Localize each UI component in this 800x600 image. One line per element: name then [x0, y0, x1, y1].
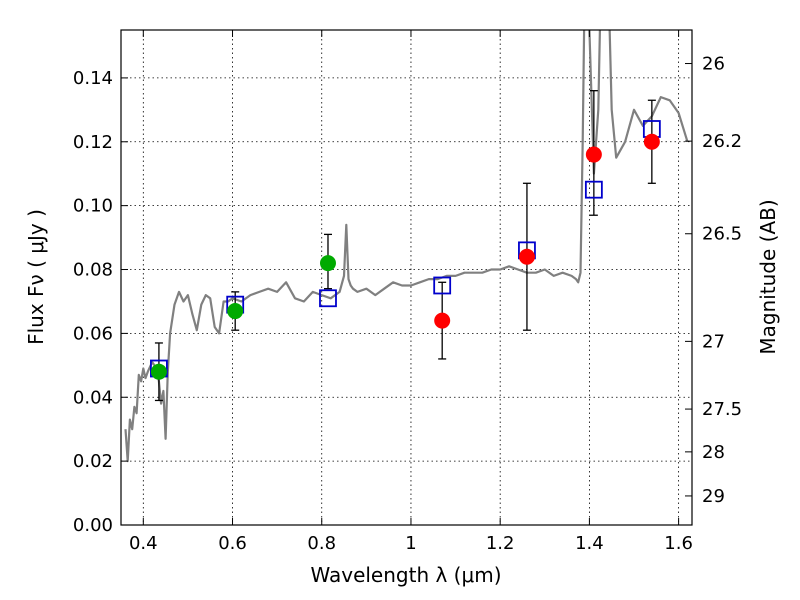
grid	[121, 30, 692, 526]
y-tick-label: 0.12	[73, 132, 113, 153]
x-tick-label: 1.2	[486, 533, 515, 554]
x-tick-label: 0.8	[307, 533, 336, 554]
observed-point	[319, 255, 336, 272]
y2-tick-label: 27.5	[702, 399, 742, 420]
y2-tick-label: 26	[702, 54, 725, 75]
y-tick-label: 0.14	[73, 68, 113, 89]
model-square-point	[433, 276, 452, 295]
observed-point	[585, 146, 602, 163]
observed-point	[227, 303, 244, 320]
observed-point	[150, 363, 167, 380]
y-tick-label: 0.02	[73, 451, 113, 472]
y-tick-label: 0.04	[73, 387, 113, 408]
spectrum-line	[124, 30, 689, 463]
y-tick-label: 0.10	[73, 196, 113, 217]
plot-frame	[120, 29, 693, 526]
y-tick-label: 0.08	[73, 260, 113, 281]
y-tick-label: 0.06	[73, 323, 113, 344]
model-square-point	[584, 180, 603, 199]
ticks: 0.4 0.6 0.8 1 1.2 1.4 1.6 0.00 0.02 0.04 0.06 0.08 0…	[73, 30, 742, 554]
x-tick-label: 1.4	[575, 533, 604, 554]
y2-tick-label: 26.5	[702, 224, 742, 245]
y2-axis-label: Magnitude (AB)	[756, 199, 780, 354]
observed-point	[643, 133, 660, 150]
model-square-point	[319, 289, 337, 308]
observed-point	[518, 248, 535, 265]
y-tick-label: 0.00	[73, 515, 113, 536]
y2-tick-label: 29	[702, 486, 725, 507]
x-tick-label: 0.6	[218, 533, 247, 554]
y2-tick-label: 28	[702, 442, 725, 463]
x-tick-label: 0.4	[129, 533, 158, 554]
observed-point	[434, 312, 451, 329]
y-axis-label: Flux Fν ( μJy )	[24, 209, 48, 345]
x-tick-label: 1	[405, 533, 416, 554]
y2-tick-label: 27	[702, 331, 725, 352]
plot-background	[121, 30, 692, 525]
x-tick-label: 1.6	[664, 533, 693, 554]
x-axis-label: Wavelength λ (μm)	[310, 563, 501, 587]
y2-tick-label: 26.2	[702, 131, 742, 152]
series-layer	[124, 30, 689, 463]
